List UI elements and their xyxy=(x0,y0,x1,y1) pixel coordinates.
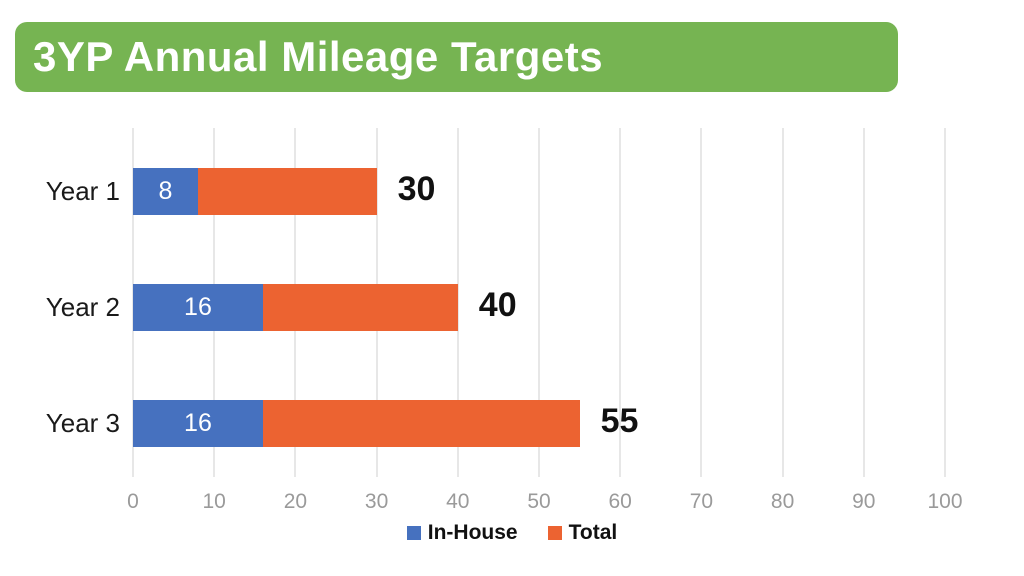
page-title: 3YP Annual Mileage Targets xyxy=(33,33,604,80)
gridline xyxy=(781,128,784,477)
x-tick-label: 40 xyxy=(446,490,470,513)
gridline xyxy=(862,128,865,477)
x-tick-label: 30 xyxy=(364,490,389,513)
legend-item-total: Total xyxy=(547,521,618,545)
total-value-label: 40 xyxy=(478,286,517,324)
bar-segment-inhouse: 16 xyxy=(133,283,263,331)
legend-label: Total xyxy=(568,521,618,544)
category-label: Year 3 xyxy=(45,408,120,438)
category-label: Year 1 xyxy=(45,176,120,206)
category-label: Year 2 xyxy=(45,292,120,322)
bar-value-label: 16 xyxy=(184,408,212,437)
x-tick-label: 0 xyxy=(127,490,139,513)
x-tick-label: 70 xyxy=(689,490,714,513)
x-tick-label: 60 xyxy=(608,490,632,513)
total-value-label: 30 xyxy=(397,170,436,208)
x-tick-label: 20 xyxy=(283,490,308,513)
chart-legend: In-House Total xyxy=(0,521,1024,545)
total-value-label: 55 xyxy=(600,402,639,440)
bar-value-label: 8 xyxy=(158,176,173,205)
x-tick-label: 50 xyxy=(527,490,551,513)
x-tick-label: 90 xyxy=(852,490,876,513)
legend-swatch xyxy=(406,526,421,540)
legend-item-in-house: In-House xyxy=(406,521,518,545)
gridline xyxy=(619,128,622,477)
gridline xyxy=(700,128,703,477)
gridline xyxy=(538,128,540,477)
legend-label: In-House xyxy=(427,521,518,544)
title-banner: 3YP Annual Mileage Targets xyxy=(15,22,898,92)
bar-value-label: 16 xyxy=(184,292,212,321)
x-tick-label: 100 xyxy=(927,490,963,513)
legend-swatch xyxy=(547,526,562,540)
x-tick-label: 10 xyxy=(202,490,226,513)
gridline xyxy=(456,128,459,477)
bar-segment-inhouse: 8 xyxy=(133,167,198,215)
gridline xyxy=(944,128,946,477)
bar-segment-total xyxy=(262,283,458,331)
bar-segment-inhouse: 16 xyxy=(133,399,263,447)
bar-segment-total xyxy=(262,399,580,447)
x-tick-label: 80 xyxy=(770,490,795,513)
bar-segment-total xyxy=(197,167,377,215)
